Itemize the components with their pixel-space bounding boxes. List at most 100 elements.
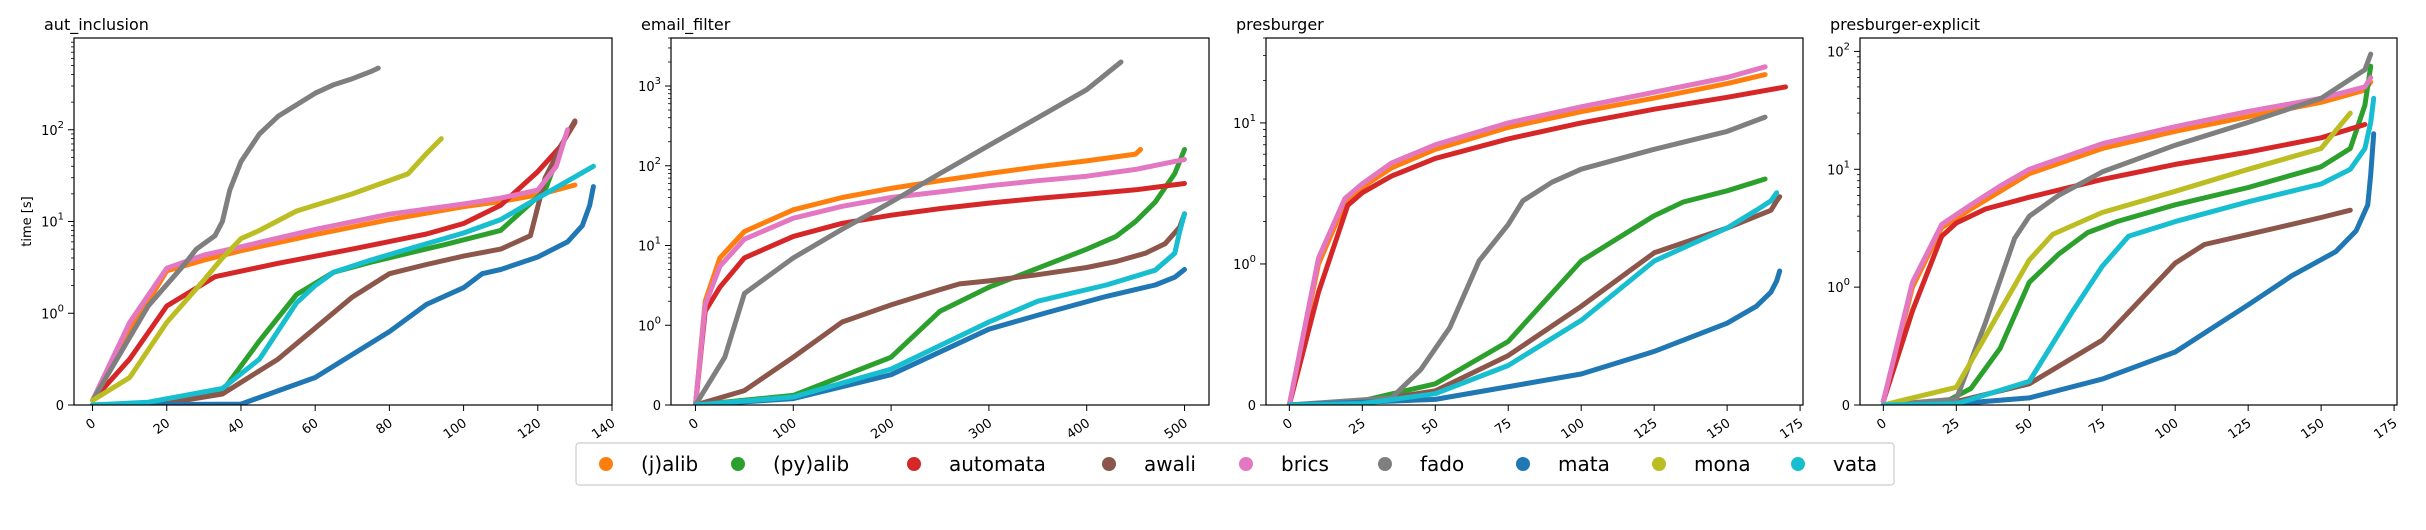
series-line-awali (693, 211, 1187, 405)
legend-box (575, 442, 1895, 486)
legend-marker (731, 457, 745, 471)
series-line-fado (1286, 114, 1768, 405)
y-tick-label: 101 (638, 236, 661, 255)
x-tick-label: 40 (225, 416, 247, 438)
legend-label: mata (1558, 452, 1610, 476)
series-line-mata (90, 184, 596, 405)
legend-item: mona (1652, 452, 1751, 476)
x-tick-label: 150 (1704, 416, 1733, 443)
series-line-mona (90, 136, 444, 403)
series-line-vata (90, 163, 596, 405)
legend-label: vata (1833, 452, 1877, 476)
legend-label: (py)alib (773, 452, 849, 476)
legend-item: mata (1516, 452, 1610, 476)
x-tick-label: 100 (2153, 416, 2182, 443)
x-tick-label: 25 (1940, 416, 1962, 438)
legend-item: fado (1378, 452, 1464, 476)
y-tick-label: 100 (1233, 254, 1256, 273)
legend-label: (j)alib (641, 452, 698, 476)
x-tick-label: 50 (2013, 416, 2035, 438)
x-tick-label: 75 (2086, 416, 2108, 438)
x-tick-label: 125 (1632, 416, 1661, 443)
y-tick-label: 100 (638, 315, 661, 334)
legend-item: vata (1791, 452, 1877, 476)
series-group (90, 65, 596, 405)
x-tick-label: 75 (1492, 416, 1514, 438)
y-tick-label: 101 (41, 212, 64, 231)
series-line-vata (693, 211, 1187, 405)
series-group (1286, 64, 1788, 405)
panel-email_filter: email_filter 0 100 200 300 400 500 0 100 101 102 10… (638, 15, 1210, 443)
x-tick-label: 0 (83, 416, 98, 433)
y-tick-label: 101 (1827, 159, 1850, 178)
series-line-(py)alib (693, 147, 1187, 405)
x-tick-label: 100 (1559, 416, 1588, 443)
y-tick-label: 101 (1233, 113, 1256, 132)
series-line-vata (1880, 95, 2377, 405)
panel-presburger-explicit: presburger-explicit 0 25 50 75 100 125 150 175 0 1… (1827, 15, 2400, 443)
x-tick-label: 300 (966, 416, 995, 443)
x-tick-label: 50 (1419, 416, 1441, 438)
y-tick-label: 102 (638, 156, 661, 175)
legend-marker (1516, 457, 1530, 471)
x-tick-label: 0 (1874, 416, 1889, 433)
y-tick-label: 102 (41, 120, 64, 139)
panel-title: presburger (1236, 15, 1324, 34)
x-tick-label: 100 (771, 416, 800, 443)
legend-marker (1652, 457, 1666, 471)
x-tick-label: 80 (374, 416, 396, 438)
y-tick-label: 0 (1248, 399, 1256, 414)
x-tick-label: 400 (1064, 416, 1093, 443)
series-line-fado (90, 65, 381, 403)
series-line-automata (1286, 84, 1788, 405)
legend-label: mona (1694, 452, 1751, 476)
legend: (j)alib (py)alib automata awali brics fado mat… (575, 442, 1895, 486)
legend-label: automata (949, 452, 1046, 476)
series-line-(py)alib (1880, 63, 2374, 405)
series-group (693, 59, 1187, 405)
panel-title: presburger-explicit (1830, 15, 1980, 34)
x-tick-label: 25 (1346, 416, 1368, 438)
series-line-(j)alib (90, 182, 578, 403)
plot-frame (1859, 37, 2398, 406)
series-line-mona (1880, 110, 2353, 405)
legend-item: (py)alib (731, 452, 849, 476)
x-tick-label: 125 (2226, 416, 2255, 443)
legend-marker (1791, 457, 1805, 471)
legend-label: awali (1144, 452, 1196, 476)
series-line-awali (90, 118, 578, 405)
series-line-brics (90, 127, 570, 403)
series-line-mata (1286, 268, 1783, 405)
legend-marker (1102, 457, 1116, 471)
series-line-(j)alib (693, 147, 1143, 405)
y-tick-label: 100 (1827, 277, 1850, 296)
panel-title: email_filter (641, 15, 731, 35)
x-tick-label: 175 (1777, 416, 1806, 443)
legend-label: brics (1281, 452, 1329, 476)
series-line-fado (693, 59, 1124, 405)
series-line-(py)alib (1286, 176, 1768, 405)
x-tick-label: 20 (151, 416, 173, 438)
series-line-automata (693, 181, 1187, 405)
y-tick-label: 102 (1827, 41, 1850, 60)
legend-label: fado (1420, 452, 1464, 476)
panel-presburger: presburger 0 25 50 75 100 125 150 175 0 100 101 (1233, 15, 1806, 443)
y-tick-label: 0 (56, 399, 64, 414)
x-tick-label: 175 (2371, 416, 2400, 443)
series-line-mata (693, 267, 1187, 405)
series-line-automata (1880, 122, 2368, 404)
series-line-awali (1286, 194, 1783, 405)
x-tick-label: 140 (589, 416, 618, 443)
x-tick-label: 200 (868, 416, 897, 443)
legend-marker (1378, 457, 1392, 471)
x-tick-label: 120 (515, 416, 544, 443)
series-line-automata (90, 120, 578, 403)
legend-marker (1239, 457, 1253, 471)
y-tick-label: 100 (41, 303, 64, 322)
legend-item: automata (907, 452, 1046, 476)
x-tick-label: 500 (1162, 416, 1191, 443)
x-tick-label: 0 (686, 416, 701, 433)
